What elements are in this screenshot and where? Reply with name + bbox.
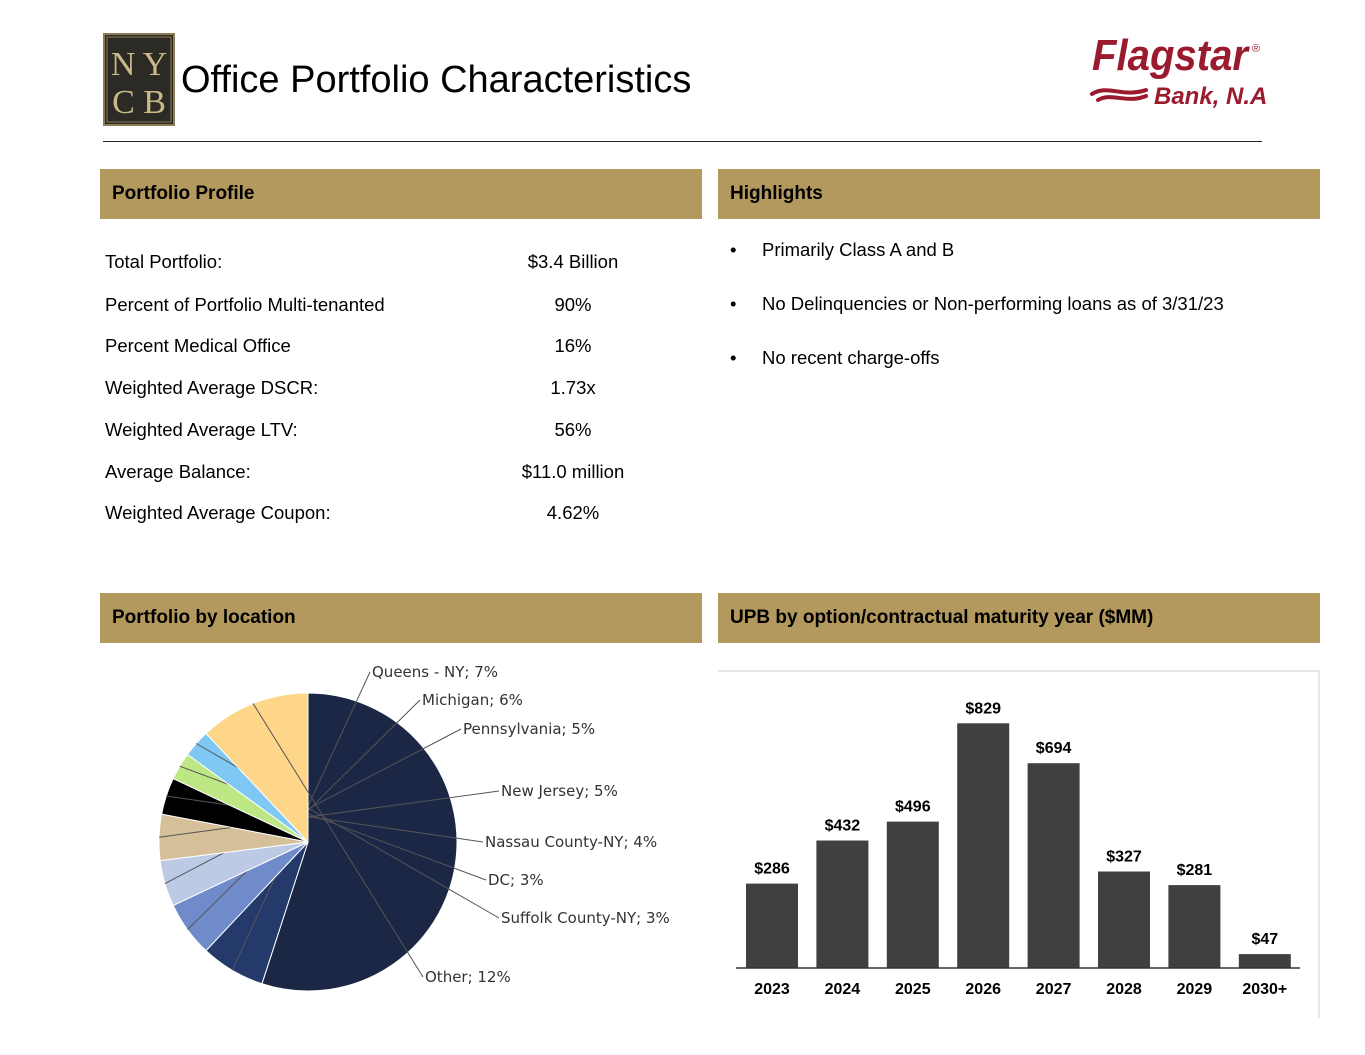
bar-2030 <box>1238 954 1291 968</box>
nycb-logo: N Y C B <box>103 33 175 126</box>
profile-value: 56% <box>554 419 592 440</box>
pie-label-new-jersey: New Jersey; 5% <box>501 782 618 800</box>
pie-slice-manhattan-ny <box>261 692 458 992</box>
portfolio-profile-header: Portfolio Profile <box>100 169 702 219</box>
highlight-text: No Delinquencies or Non-performing loans… <box>762 293 1224 314</box>
bar-category-label-2024: 2024 <box>825 981 861 998</box>
pie-label-queens-ny: Queens - NY; 7% <box>372 663 498 681</box>
bar-2028 <box>1098 871 1150 968</box>
profile-row: Average Balance: $11.0 million <box>105 460 665 484</box>
profile-label: Percent of Portfolio Multi-tenanted <box>105 294 385 315</box>
bullet-icon: • <box>730 293 737 314</box>
flagstar-logo: Flagstar ® Bank, N.A. <box>1090 31 1266 110</box>
page-title: Office Portfolio Characteristics <box>181 59 692 101</box>
bar-2025 <box>886 821 939 968</box>
pie-label-other: Other; 12% <box>425 968 511 986</box>
title-divider <box>103 141 1262 142</box>
bar-value-label-2024: $432 <box>825 818 861 835</box>
bar-value-label-2026: $829 <box>965 700 1001 717</box>
pie-label-nassau-county-ny: Nassau County-NY; 4% <box>485 833 657 851</box>
profile-label: Average Balance: <box>105 461 251 482</box>
pie-label-michigan: Michigan; 6% <box>422 691 523 709</box>
profile-label: Total Portfolio: <box>105 251 223 272</box>
profile-row: Total Portfolio: $3.4 Billion <box>105 250 665 274</box>
bar-category-label-2029: 2029 <box>1177 981 1213 998</box>
highlight-text: Primarily Class A and B <box>762 239 955 260</box>
highlight-text: No recent charge-offs <box>762 347 940 368</box>
bar-2026 <box>957 723 1010 968</box>
portfolio-location-header: Portfolio by location <box>100 593 702 643</box>
nycb-logo-line1: N Y <box>111 46 167 83</box>
bar-value-label-2028: $327 <box>1106 849 1142 866</box>
profile-row: Percent of Portfolio Multi-tenanted 90% <box>105 293 665 317</box>
bar-category-label-2023: 2023 <box>754 981 790 998</box>
bar-category-label-2026: 2026 <box>965 981 1001 998</box>
bar-value-label-2030: $47 <box>1251 931 1278 948</box>
bullet-icon: • <box>730 239 737 260</box>
bar-value-label-2027: $694 <box>1036 740 1072 757</box>
profile-label: Weighted Average DSCR: <box>105 377 319 398</box>
bar-value-label-2025: $496 <box>895 799 931 816</box>
pie-label-suffolk-county-ny: Suffolk County-NY; 3% <box>501 909 670 927</box>
profile-value: 1.73x <box>550 377 596 398</box>
profile-value: 90% <box>554 294 592 315</box>
bar-2023 <box>746 883 798 968</box>
flagstar-logo-registered: ® <box>1252 43 1260 55</box>
profile-label: Weighted Average Coupon: <box>105 502 331 523</box>
profile-row: Weighted Average DSCR: 1.73x <box>105 376 665 400</box>
bar-2029 <box>1168 885 1221 968</box>
bar-value-label-2023: $286 <box>754 861 790 878</box>
profile-label: Percent Medical Office <box>105 335 291 356</box>
bar-2024 <box>816 840 869 968</box>
bar-category-label-2027: 2027 <box>1036 981 1072 998</box>
profile-row: Weighted Average Coupon: 4.62% <box>105 501 665 525</box>
bar-2027 <box>1027 763 1080 968</box>
bar-category-label-2028: 2028 <box>1106 981 1142 998</box>
bar-value-label-2029: $281 <box>1177 862 1213 879</box>
pie-label-dc: DC; 3% <box>488 871 544 889</box>
profile-value: $3.4 Billion <box>527 251 619 272</box>
maturity-chart-header: UPB by option/contractual maturity year … <box>718 593 1320 643</box>
flagstar-logo-subtitle: Bank, N.A. <box>1154 83 1266 110</box>
location-pie-chart: Manhattan - NY55%Queens - NY; 7%Michigan… <box>158 663 670 992</box>
flagstar-swoosh-icon <box>1090 88 1148 102</box>
bar-category-label-2030: 2030+ <box>1242 981 1287 998</box>
bullet-icon: • <box>730 347 737 368</box>
flagstar-logo-name: Flagstar <box>1092 31 1251 80</box>
pie-leader-pennsylvania <box>164 728 462 885</box>
profile-value: 4.62% <box>546 502 600 523</box>
profile-row: Percent Medical Office 16% <box>105 334 665 358</box>
bar-category-label-2025: 2025 <box>895 981 931 998</box>
highlights-header: Highlights <box>718 169 1320 219</box>
pie-slice-other <box>205 692 309 844</box>
nycb-logo-line2: C B <box>112 84 166 121</box>
profile-row: Weighted Average LTV: 56% <box>105 418 665 442</box>
maturity-bar-chart: $286 2023 $432 2024 $496 2025 $829 2026 $694 2027… <box>736 700 1300 998</box>
profile-value: 16% <box>554 335 592 356</box>
maturity-chart-panel <box>718 670 1320 1018</box>
profile-value: $11.0 million <box>521 461 625 482</box>
pie-leader-other <box>252 703 424 978</box>
profile-label: Weighted Average LTV: <box>105 419 298 440</box>
pie-leader-new-jersey <box>159 790 500 838</box>
pie-label-pennsylvania: Pennsylvania; 5% <box>463 720 595 738</box>
